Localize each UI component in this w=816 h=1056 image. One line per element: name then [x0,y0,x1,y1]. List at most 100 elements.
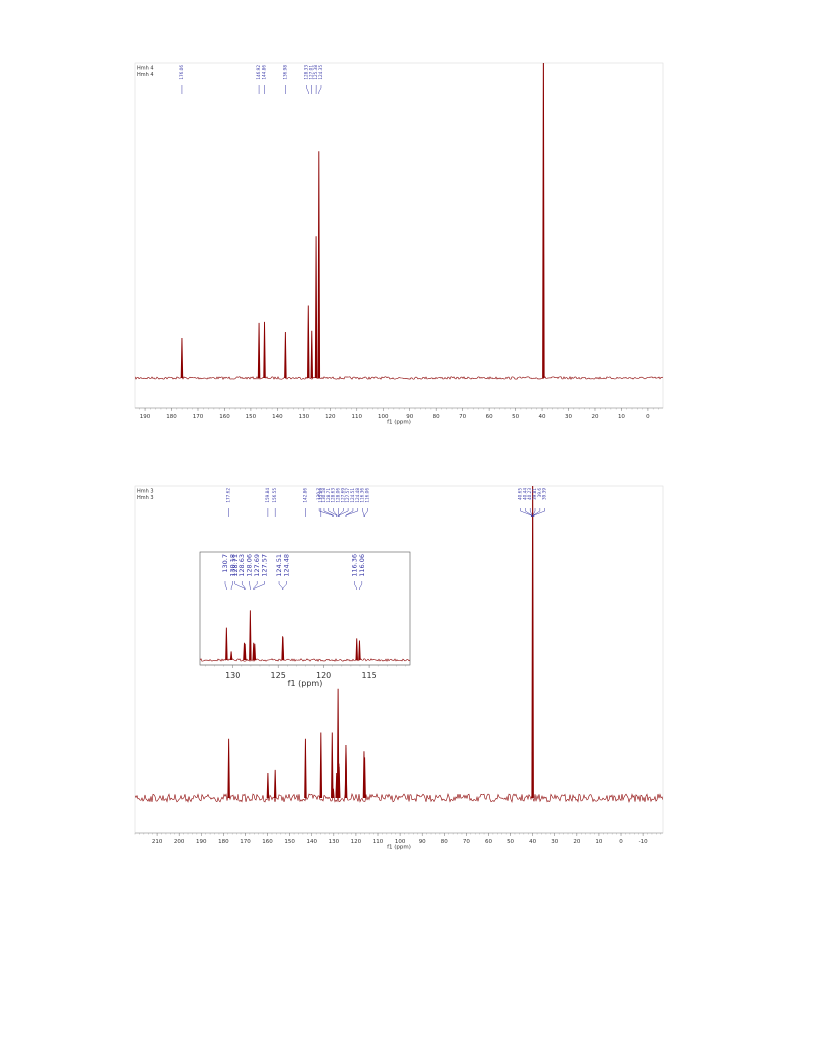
peak-label: 40.44 [522,488,527,500]
plot-frame [199,551,411,666]
x-tick-label: 10 [595,839,602,845]
peak-label: 124.35 [318,65,323,80]
peak-label: 144.86 [262,65,267,80]
x-tick-label: 20 [591,414,598,420]
peak-label: 128.63 [331,488,336,503]
peak-label-connector [306,85,309,94]
x-tick-label: 160 [262,839,273,845]
peak [273,769,277,799]
peak-label-connector [338,508,344,517]
peak [243,643,247,661]
x-tick-label: 60 [486,414,493,420]
peak [249,610,252,661]
peak-label: 124.48 [355,488,360,503]
peak-label: 146.92 [256,65,261,80]
peak-label: 128.71 [231,554,239,577]
peak [225,627,228,661]
peak [266,773,270,799]
peak-label-connector [230,581,233,590]
peak [317,151,321,379]
peak-label-connector [318,85,322,94]
baseline-noise [200,658,410,662]
x-tick-label: 190 [196,839,207,845]
peak-label: 130.18 [321,488,326,503]
x-tick-label: 150 [284,839,295,845]
plot-area [135,63,663,380]
x-tick-label: 0 [619,839,623,845]
sample-label: Hmh 4 [137,66,154,72]
x-tick-label: 210 [152,839,163,845]
peak-label-connector [345,508,354,517]
x-axis-label: f1 (ppm) [387,419,411,425]
peak-label: 127.69 [340,488,345,503]
x-tick-label: 130 [225,671,240,680]
x-axis-label: f1 (ppm) [387,844,411,850]
peak-label: 127.57 [261,554,269,577]
peak-label: 128.06 [246,554,254,577]
peak-label-connector [529,508,533,517]
x-tick-label: 110 [352,414,363,420]
peak-label-connector [364,508,368,517]
peak-label-connector [323,508,334,517]
peak-label: 124.51 [275,554,283,577]
peak-label: 156.55 [272,488,277,503]
x-tick-label: 10 [618,414,625,420]
peak [331,732,334,799]
x-tick-label: -10 [639,839,648,845]
plot-area [200,610,410,662]
peak [227,738,230,799]
x-tick-label: 120 [325,414,336,420]
peak-label: 40.65 [518,488,523,500]
peak-label-connector [359,581,363,590]
peak-label-connector [532,508,536,517]
x-tick-label: 60 [485,839,492,845]
peak-label-connector [333,508,338,517]
peak [337,766,341,799]
peak-label: 116.36 [350,554,358,577]
x-tick-label: 140 [272,414,283,420]
peak-label-connector [338,508,349,517]
peak [358,640,361,661]
peak-label-connector [533,508,541,517]
peak-label-connector [533,508,545,517]
x-tick-label: 80 [433,414,440,420]
x-tick-label: 70 [463,839,470,845]
peak-label-connector [362,508,365,517]
x-tick-label: 180 [166,414,177,420]
peak [332,788,335,799]
peak [253,643,257,661]
x-tick-label: 70 [459,414,466,420]
x-tick-label: 200 [174,839,185,845]
peak [229,651,233,661]
x-tick-label: 130 [299,414,310,420]
x-tick-label: 125 [271,671,286,680]
x-tick-label: 20 [573,839,580,845]
x-tick-label: 90 [406,414,413,420]
x-tick-label: 130 [329,839,340,845]
sample-label: Hmh 3 [137,495,154,501]
peak-label: 116.06 [364,488,369,503]
peak-label-connector [318,508,333,517]
peak-label-connector [254,581,265,590]
peak-label: 125.38 [313,65,318,80]
peak-label-connector [224,581,227,590]
x-tick-label: 50 [507,839,514,845]
peak-label: 127.01 [308,65,313,80]
x-tick-label: 120 [316,671,331,680]
x-tick-label: 180 [218,839,229,845]
baseline-noise [135,792,663,803]
x-tick-label: 190 [140,414,151,420]
peak [531,486,534,799]
x-tick-label: 150 [246,414,257,420]
x-tick-label: 30 [551,839,558,845]
x-tick-label: 30 [565,414,572,420]
peak-label: 128.06 [335,488,340,503]
x-tick-label: 140 [306,839,317,845]
peak [355,638,358,661]
peak-label: 135.89 [318,488,323,503]
peak-label: 136.98 [282,65,287,80]
peak-label: 124.51 [350,488,355,503]
peak-label-connector [249,581,251,590]
peak [180,337,184,379]
